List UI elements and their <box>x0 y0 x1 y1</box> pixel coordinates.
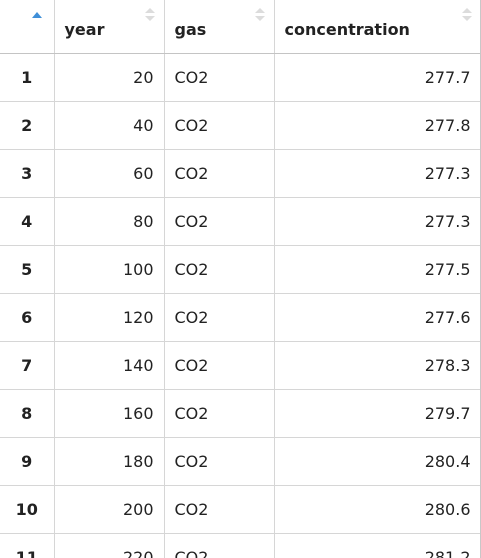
column-header-year[interactable]: year <box>54 0 165 54</box>
table-row: 9 180 CO2 280.4 <box>0 437 480 486</box>
concentration-cell: 280.4 <box>274 437 480 486</box>
sort-ascending-icon[interactable] <box>32 12 42 18</box>
column-header-label: gas <box>174 19 207 39</box>
column-header-label: concentration <box>284 19 410 39</box>
column-header-label: year <box>64 19 105 39</box>
table-row: 2 40 CO2 277.8 <box>0 101 480 150</box>
concentration-cell: 277.5 <box>274 245 480 294</box>
sort-both-icon[interactable] <box>254 8 265 22</box>
year-cell: 160 <box>54 389 165 438</box>
gas-cell: CO2 <box>164 197 275 246</box>
gas-cell: CO2 <box>164 149 275 198</box>
year-cell: 80 <box>54 197 165 246</box>
gas-cell: CO2 <box>164 341 275 390</box>
gas-cell: CO2 <box>164 485 275 534</box>
year-cell: 120 <box>54 293 165 342</box>
table-body: 1 20 CO2 277.7 2 40 CO2 277.8 3 60 CO2 277.3 4 80 CO2 2… <box>0 53 480 558</box>
gas-cell: CO2 <box>164 437 275 486</box>
concentration-cell: 277.3 <box>274 149 480 198</box>
concentration-cell: 281.2 <box>274 533 480 558</box>
table-row: 7 140 CO2 278.3 <box>0 341 480 390</box>
concentration-cell: 277.3 <box>274 197 480 246</box>
concentration-cell: 278.3 <box>274 341 480 390</box>
table-row: 5 100 CO2 277.5 <box>0 245 480 294</box>
row-index-cell: 4 <box>0 197 55 246</box>
row-index-cell: 7 <box>0 341 55 390</box>
gas-cell: CO2 <box>164 293 275 342</box>
gas-cell: CO2 <box>164 245 275 294</box>
row-index-cell: 5 <box>0 245 55 294</box>
header-row: year gas concentration <box>0 0 480 54</box>
row-index-cell: 6 <box>0 293 55 342</box>
concentration-cell: 279.7 <box>274 389 480 438</box>
column-header-gas[interactable]: gas <box>164 0 275 54</box>
row-index-cell: 11 <box>0 533 55 558</box>
table-row: 3 60 CO2 277.3 <box>0 149 480 198</box>
table-row: 6 120 CO2 277.6 <box>0 293 480 342</box>
year-cell: 20 <box>54 53 165 102</box>
concentration-cell: 280.6 <box>274 485 480 534</box>
row-index-cell: 3 <box>0 149 55 198</box>
concentration-cell: 277.6 <box>274 293 480 342</box>
row-index-cell: 10 <box>0 485 55 534</box>
gas-cell: CO2 <box>164 533 275 558</box>
table-row: 10 200 CO2 280.6 <box>0 485 480 534</box>
year-cell: 180 <box>54 437 165 486</box>
year-cell: 140 <box>54 341 165 390</box>
table-row: 1 20 CO2 277.7 <box>0 53 480 102</box>
row-index-cell: 9 <box>0 437 55 486</box>
table-row: 4 80 CO2 277.3 <box>0 197 480 246</box>
year-cell: 200 <box>54 485 165 534</box>
column-header-concentration[interactable]: concentration <box>274 0 480 54</box>
sort-both-icon[interactable] <box>461 8 472 22</box>
gas-cell: CO2 <box>164 389 275 438</box>
row-index-cell: 8 <box>0 389 55 438</box>
sort-both-icon[interactable] <box>144 8 155 22</box>
gas-cell: CO2 <box>164 101 275 150</box>
table-row: 8 160 CO2 279.7 <box>0 389 480 438</box>
row-index-cell: 1 <box>0 53 55 102</box>
gas-cell: CO2 <box>164 53 275 102</box>
year-cell: 100 <box>54 245 165 294</box>
year-cell: 60 <box>54 149 165 198</box>
year-cell: 40 <box>54 101 165 150</box>
concentration-cell: 277.7 <box>274 53 480 102</box>
concentration-cell: 277.8 <box>274 101 480 150</box>
table-row: 11 220 CO2 281.2 <box>0 533 480 558</box>
row-index-cell: 2 <box>0 101 55 150</box>
year-cell: 220 <box>54 533 165 558</box>
column-header-index[interactable] <box>0 0 55 54</box>
